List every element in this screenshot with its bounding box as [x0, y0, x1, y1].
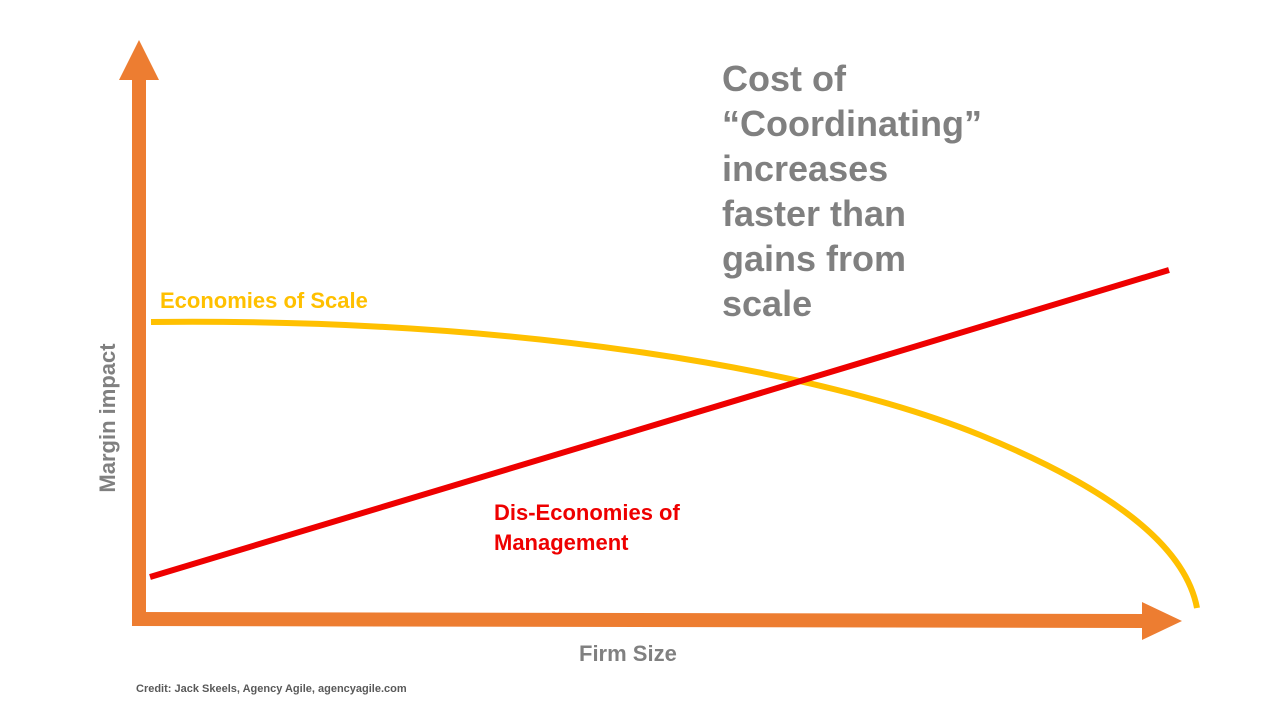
x-axis-arrowhead: [1142, 602, 1182, 640]
callout-line: gains from: [722, 238, 907, 279]
credit-text: Credit: Jack Skeels, Agency Agile, agenc…: [136, 683, 407, 695]
callout-line: scale: [722, 283, 813, 324]
callout-line: increases: [722, 148, 889, 189]
diseconomies-label-line: Management: [494, 530, 629, 555]
diseconomies-of-management-label: Dis-Economies of Management: [494, 498, 680, 558]
x-axis-label: Firm Size: [579, 641, 677, 666]
diseconomies-label-line: Dis-Economies of: [494, 500, 680, 525]
x-axis-line: [131, 612, 1146, 628]
economies-of-scale-label: Economies of Scale: [160, 288, 368, 313]
y-axis-arrowhead: [119, 40, 159, 80]
economies-of-scale-curve: [150, 318, 1200, 609]
callout-line: Cost of: [722, 58, 846, 99]
callout-line: faster than: [722, 193, 907, 234]
y-axis-label: Margin impact: [95, 343, 120, 493]
diseconomies-of-management-line: [149, 267, 1170, 580]
callout-text: Cost of “Coordinating” increases faster …: [722, 56, 1062, 326]
callout-line: “Coordinating”: [722, 103, 982, 144]
